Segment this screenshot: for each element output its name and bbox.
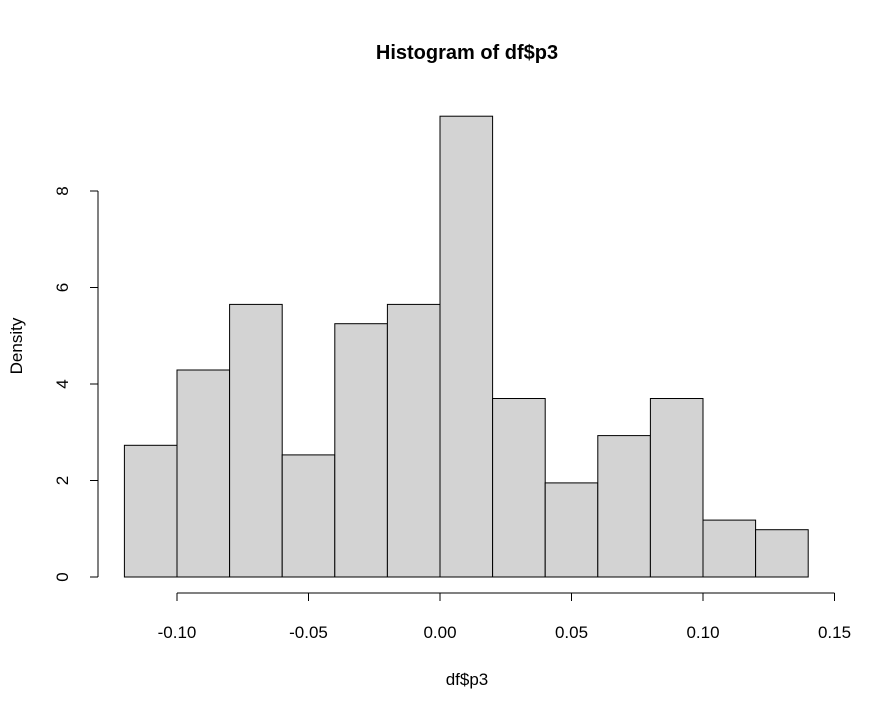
y-tick-label: 0 (53, 572, 72, 581)
histogram-bar-3 (229, 303, 283, 578)
y-tick-label: 2 (53, 476, 72, 485)
histogram-bar-12 (702, 519, 757, 578)
histogram-bar-10 (597, 435, 651, 578)
histogram-bar-2 (176, 369, 231, 578)
histogram-bar-13 (755, 529, 809, 578)
histogram-bar-8 (492, 398, 546, 578)
chart-title: Histogram of df$p3 (376, 42, 558, 64)
x-axis: -0.10 -0.05 0.00 0.05 0.10 0.15 (158, 592, 851, 642)
x-tick-label: -0.10 (158, 623, 197, 642)
histogram-bar-4 (281, 454, 336, 578)
histogram-bar-1 (123, 444, 178, 578)
x-tick-label: -0.05 (289, 623, 328, 642)
x-tick-label: 0.05 (555, 623, 588, 642)
y-tick-label: 8 (53, 186, 72, 195)
y-axis: 0 2 4 6 8 (53, 186, 99, 582)
y-tick-label: 6 (53, 283, 72, 292)
x-tick-label: 0.00 (423, 623, 456, 642)
x-axis-label: df$p3 (446, 670, 489, 689)
histogram-bar-11 (649, 398, 704, 578)
histogram-bar-6 (386, 303, 441, 578)
histogram-bar-9 (544, 482, 599, 578)
bars-group (123, 115, 809, 578)
histogram-bar-5 (334, 323, 388, 578)
histogram-bar-7 (439, 115, 494, 578)
x-tick-label: 0.10 (686, 623, 719, 642)
y-axis-label: Density (7, 317, 26, 374)
y-tick-label: 4 (53, 379, 72, 388)
x-tick-label: 0.15 (818, 623, 851, 642)
